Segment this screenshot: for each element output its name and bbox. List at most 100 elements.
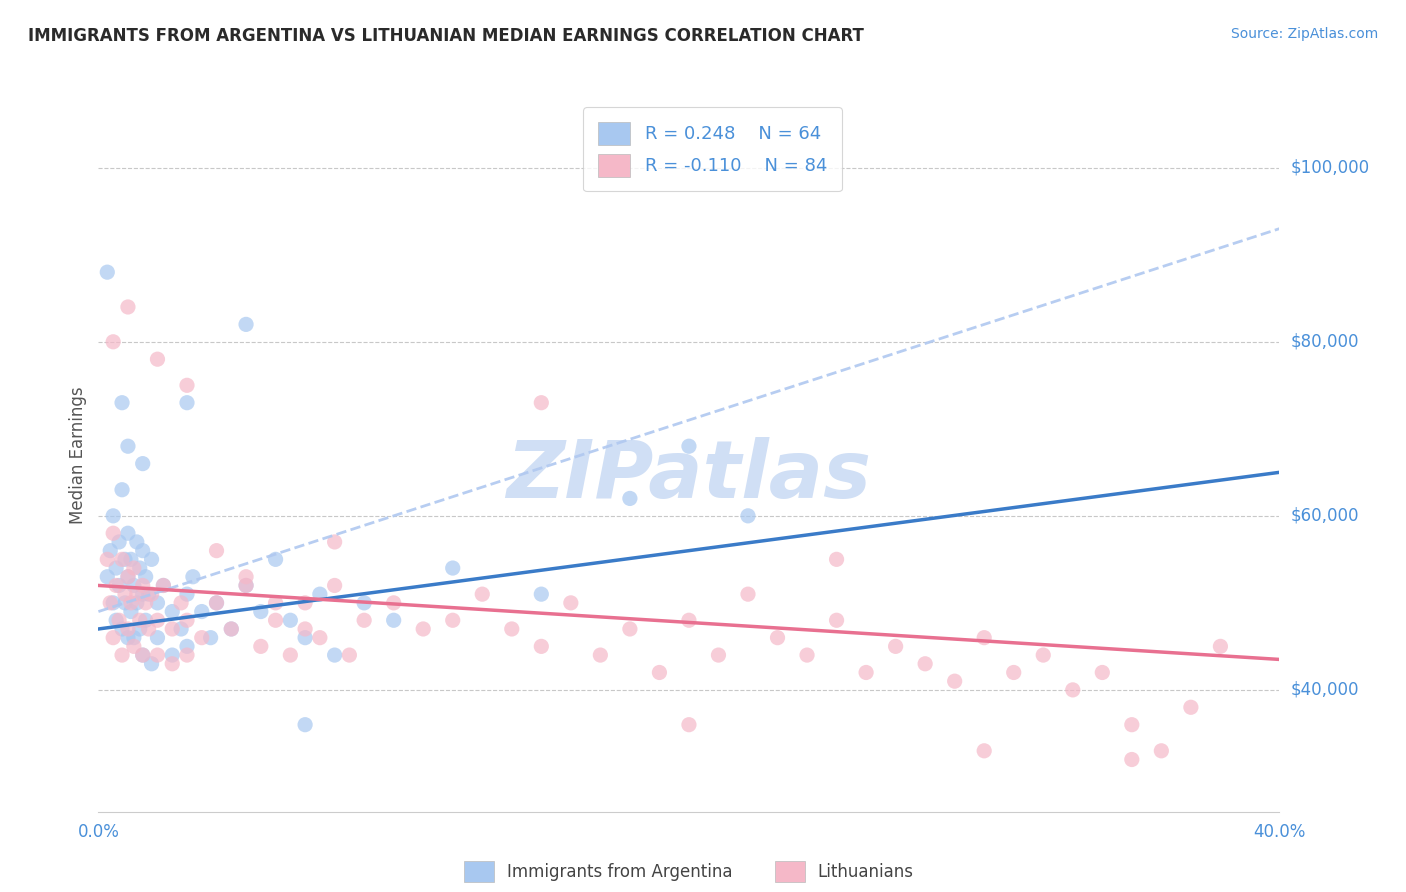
Point (323, 648, 346, 662)
Point (141, 657, 163, 671)
Point (162, 605, 183, 619)
Point (146, 631, 169, 645)
Point (111, 552, 134, 566)
Point (264, 613, 287, 627)
Point (120, 552, 142, 566)
Point (884, 640, 907, 654)
Point (138, 587, 160, 601)
Point (914, 657, 936, 671)
Point (135, 570, 157, 584)
Point (117, 622, 139, 636)
Point (125, 587, 148, 601)
Point (128, 622, 150, 636)
Point (111, 483, 134, 497)
Point (181, 570, 204, 584)
Point (1032, 648, 1054, 662)
Point (98, 596, 121, 610)
Point (114, 552, 136, 566)
Point (1209, 640, 1232, 654)
Point (122, 631, 145, 645)
Point (111, 648, 134, 662)
Point (1062, 682, 1084, 697)
Point (141, 587, 163, 601)
Point (973, 744, 995, 758)
Point (294, 717, 316, 731)
Point (353, 613, 375, 627)
Point (278, 648, 302, 662)
Point (323, 535, 346, 549)
Y-axis label: Median Earnings: Median Earnings (69, 386, 87, 524)
Point (111, 395, 134, 409)
Point (678, 717, 700, 731)
Point (337, 648, 360, 662)
Point (162, 657, 183, 671)
Point (855, 665, 877, 680)
Point (737, 587, 759, 601)
Point (96, 570, 118, 584)
Point (122, 578, 145, 592)
Text: $60,000: $60,000 (1291, 507, 1360, 524)
Point (294, 596, 316, 610)
Point (117, 439, 139, 453)
Point (105, 561, 128, 575)
Point (170, 622, 193, 636)
Point (105, 578, 128, 592)
Text: Source: ZipAtlas.com: Source: ZipAtlas.com (1230, 27, 1378, 41)
Point (176, 613, 198, 627)
Point (128, 561, 150, 575)
Point (294, 622, 316, 636)
Point (176, 378, 198, 392)
Text: $80,000: $80,000 (1291, 333, 1360, 351)
Point (103, 526, 125, 541)
Point (132, 587, 155, 601)
Point (117, 570, 139, 584)
Text: IMMIGRANTS FROM ARGENTINA VS LITHUANIAN MEDIAN EARNINGS CORRELATION CHART: IMMIGRANTS FROM ARGENTINA VS LITHUANIAN … (28, 27, 865, 45)
Legend: Immigrants from Argentina, Lithuanians: Immigrants from Argentina, Lithuanians (457, 855, 921, 889)
Point (176, 587, 198, 601)
Point (219, 622, 243, 636)
Point (1091, 665, 1114, 680)
Point (170, 596, 193, 610)
Point (205, 543, 228, 558)
Point (412, 622, 434, 636)
Point (278, 613, 302, 627)
Point (146, 596, 169, 610)
Point (120, 596, 142, 610)
Point (219, 622, 243, 636)
Point (205, 596, 228, 610)
Point (122, 640, 145, 654)
Point (825, 613, 848, 627)
Point (108, 578, 131, 592)
Point (250, 605, 273, 619)
Point (1121, 717, 1143, 731)
Point (176, 648, 198, 662)
Text: $100,000: $100,000 (1291, 159, 1369, 177)
Point (176, 395, 198, 409)
Point (191, 605, 214, 619)
Point (122, 561, 145, 575)
Point (471, 587, 494, 601)
Point (382, 613, 405, 627)
Point (309, 587, 332, 601)
Point (146, 352, 169, 367)
Point (619, 491, 641, 506)
Point (264, 552, 287, 566)
Point (825, 552, 848, 566)
Point (96, 552, 118, 566)
Point (530, 640, 553, 654)
Point (264, 596, 287, 610)
Point (146, 613, 169, 627)
Text: ZIPatlas: ZIPatlas (506, 437, 872, 516)
Point (1002, 665, 1025, 680)
Point (1180, 700, 1202, 714)
Point (191, 631, 214, 645)
Point (309, 631, 332, 645)
Point (103, 334, 125, 349)
Point (125, 596, 148, 610)
Point (125, 535, 148, 549)
Point (114, 587, 136, 601)
Point (648, 665, 671, 680)
Point (120, 605, 142, 619)
Point (441, 613, 464, 627)
Point (176, 640, 198, 654)
